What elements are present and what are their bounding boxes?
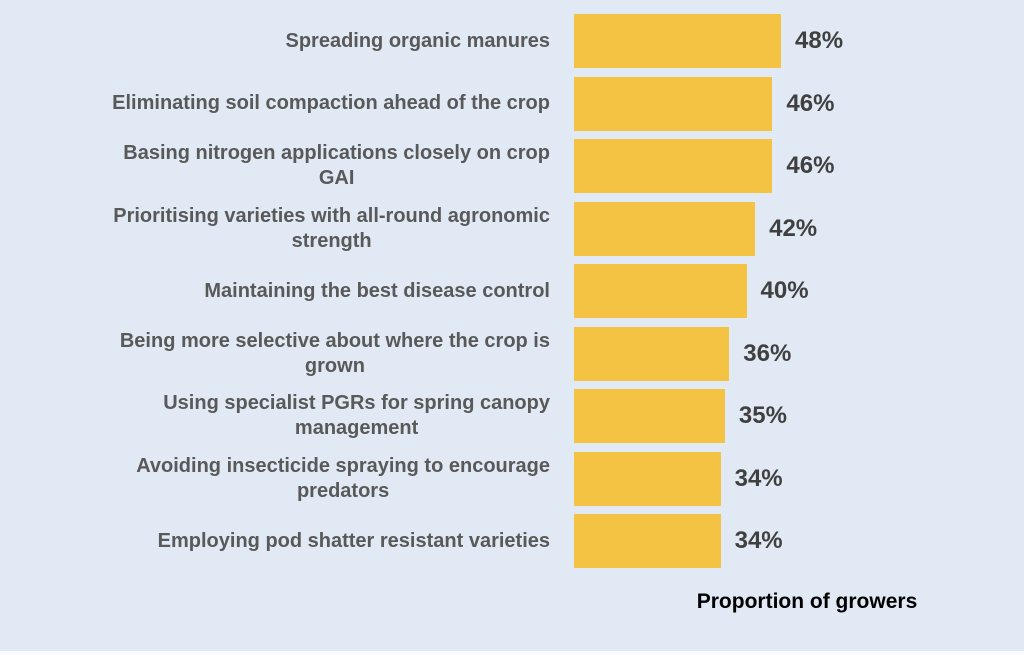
bar-track: 34% [574,514,1024,568]
chart-row: Spreading organic manures 48% [0,14,1024,68]
value-label: 46% [786,152,835,179]
value-label: 40% [760,277,809,304]
category-cell: Avoiding insecticide spraying to encoura… [0,452,574,506]
value-label: 46% [786,89,835,117]
category-label: Basing nitrogen applications closely on … [123,142,550,189]
category-cell: Spreading organic manures [0,14,574,68]
bar-track: 34% [574,451,1024,506]
chart-row: Eliminating soil compaction ahead of the… [0,76,1024,131]
bar [574,514,721,568]
category-label: Prioritising varieties with all-round ag… [113,204,550,252]
category-cell: Using specialist PGRs for spring canopy … [0,389,574,443]
bottom-strip [0,651,1024,655]
value-label: 34% [734,464,783,492]
bar-rows: Spreading organic manures 48% Eliminating … [0,14,1024,568]
category-cell: Being more selective about where the cro… [0,327,574,381]
bar [574,451,721,506]
bar-track: 35% [574,389,1024,443]
bar-track: 46% [574,139,1024,193]
category-label: Maintaining the best disease control [204,279,550,302]
category-cell: Employing pod shatter resistant varietie… [0,514,574,568]
value-label: 36% [743,339,792,367]
bar-track: 36% [574,326,1024,381]
bar [574,264,747,318]
value-label: 42% [769,214,818,242]
x-axis-label: Proportion of growers [696,590,918,613]
bar [574,201,756,256]
chart-row: Being more selective about where the cro… [0,326,1024,381]
chart-row: Maintaining the best disease control 40% [0,264,1024,318]
category-label: Employing pod shatter resistant varietie… [157,529,550,552]
category-label: Eliminating soil compaction ahead of the… [112,92,550,114]
chart-row: Using specialist PGRs for spring canopy … [0,389,1024,443]
bar [574,14,781,68]
chart-row: Employing pod shatter resistant varietie… [0,514,1024,568]
bar-track: 46% [574,76,1024,131]
bar [574,389,725,443]
chart-row: Avoiding insecticide spraying to encoura… [0,451,1024,506]
category-label: Using specialist PGRs for spring canopy … [163,392,550,439]
category-label: Avoiding insecticide spraying to encoura… [136,454,550,502]
value-label: 48% [795,27,844,54]
value-label: 35% [738,402,787,429]
category-cell: Basing nitrogen applications closely on … [0,139,574,193]
bar [574,326,730,381]
chart-row: Basing nitrogen applications closely on … [0,139,1024,193]
category-cell: Maintaining the best disease control [0,264,574,318]
bar-track: 42% [574,201,1024,256]
bar-track: 48% [574,14,1024,68]
category-label: Spreading organic manures [285,29,550,52]
bar-track: 40% [574,264,1024,318]
value-label: 34% [734,527,783,554]
bar [574,76,773,131]
bar [574,139,773,193]
category-cell: Prioritising varieties with all-round ag… [0,202,574,256]
chart-row: Prioritising varieties with all-round ag… [0,201,1024,256]
category-label: Being more selective about where the cro… [119,329,550,377]
category-cell: Eliminating soil compaction ahead of the… [0,77,574,131]
